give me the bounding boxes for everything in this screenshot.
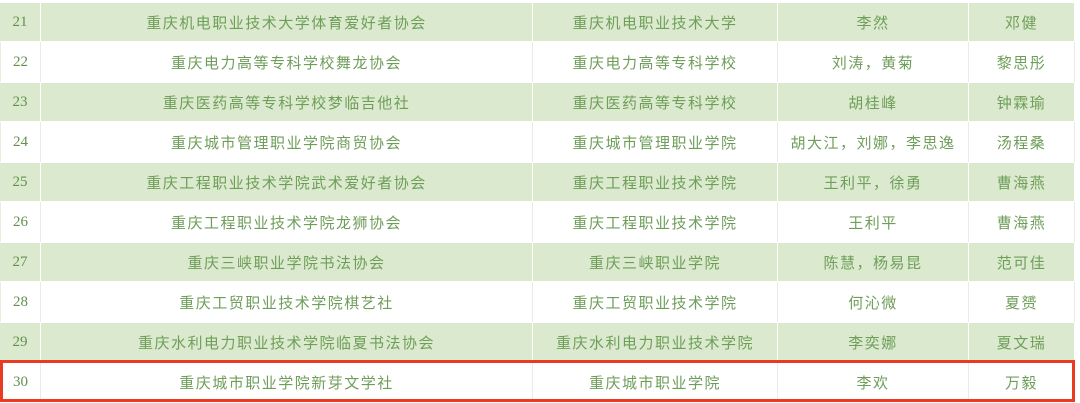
club-name: 重庆电力高等专科学校舞龙协会 <box>41 42 533 82</box>
table-row: 24 重庆城市管理职业学院商贸协会 重庆城市管理职业学院 胡大江，刘娜，李思逸 … <box>0 122 1075 162</box>
school-name: 重庆城市管理职业学院 <box>533 122 778 162</box>
table-row: 22 重庆电力高等专科学校舞龙协会 重庆电力高等专科学校 刘涛，黄菊 黎思彤 <box>0 42 1075 82</box>
row-number: 23 <box>0 83 41 121</box>
table-row: 21 重庆机电职业技术大学体育爱好者协会 重庆机电职业技术大学 李然 邓健 <box>0 2 1075 42</box>
advisor-names: 李欢 <box>778 362 969 402</box>
row-number: 24 <box>0 122 41 162</box>
club-name: 重庆三峡职业学院书法协会 <box>41 243 533 281</box>
school-name: 重庆城市职业学院 <box>533 362 778 402</box>
club-name: 重庆城市管理职业学院商贸协会 <box>41 122 533 162</box>
leader-name: 邓健 <box>969 3 1075 41</box>
advisor-names: 李奕娜 <box>778 323 969 361</box>
school-name: 重庆医药高等专科学校 <box>533 83 778 121</box>
leader-name: 曹海燕 <box>969 202 1075 242</box>
table-row: 28 重庆工贸职业技术学院棋艺社 重庆工贸职业技术学院 何沁微 夏赟 <box>0 282 1075 322</box>
row-number: 25 <box>0 163 41 201</box>
advisor-names: 王利平 <box>778 202 969 242</box>
advisor-names: 胡大江，刘娜，李思逸 <box>778 122 969 162</box>
row-number: 26 <box>0 202 41 242</box>
club-name: 重庆城市职业学院新芽文学社 <box>41 362 533 402</box>
table-row: 26 重庆工程职业技术学院龙狮协会 重庆工程职业技术学院 王利平 曹海燕 <box>0 202 1075 242</box>
row-number: 28 <box>0 282 41 322</box>
advisor-names: 刘涛，黄菊 <box>778 42 969 82</box>
school-name: 重庆机电职业技术大学 <box>533 3 778 41</box>
school-name: 重庆水利电力职业技术学院 <box>533 323 778 361</box>
advisor-names: 胡桂峰 <box>778 83 969 121</box>
school-name: 重庆工贸职业技术学院 <box>533 282 778 322</box>
leader-name: 范可佳 <box>969 243 1075 281</box>
row-number: 27 <box>0 243 41 281</box>
advisor-names: 王利平，徐勇 <box>778 163 969 201</box>
table-row-highlighted: 30 重庆城市职业学院新芽文学社 重庆城市职业学院 李欢 万毅 <box>0 362 1075 402</box>
leader-name: 钟霖瑜 <box>969 83 1075 121</box>
school-name: 重庆工程职业技术学院 <box>533 202 778 242</box>
advisor-names: 李然 <box>778 3 969 41</box>
advisor-names: 何沁微 <box>778 282 969 322</box>
advisor-names: 陈慧，杨易昆 <box>778 243 969 281</box>
row-number: 21 <box>0 3 41 41</box>
table-row: 27 重庆三峡职业学院书法协会 重庆三峡职业学院 陈慧，杨易昆 范可佳 <box>0 242 1075 282</box>
table-row: 25 重庆工程职业技术学院武术爱好者协会 重庆工程职业技术学院 王利平，徐勇 曹… <box>0 162 1075 202</box>
row-number: 22 <box>0 42 41 82</box>
leader-name: 万毅 <box>969 362 1075 402</box>
table-row: 29 重庆水利电力职业技术学院临夏书法协会 重庆水利电力职业技术学院 李奕娜 夏… <box>0 322 1075 362</box>
club-name: 重庆工程职业技术学院龙狮协会 <box>41 202 533 242</box>
leader-name: 曹海燕 <box>969 163 1075 201</box>
club-name: 重庆机电职业技术大学体育爱好者协会 <box>41 3 533 41</box>
school-name: 重庆三峡职业学院 <box>533 243 778 281</box>
school-name: 重庆工程职业技术学院 <box>533 163 778 201</box>
row-number: 29 <box>0 323 41 361</box>
club-name: 重庆工程职业技术学院武术爱好者协会 <box>41 163 533 201</box>
row-number: 30 <box>0 362 41 402</box>
club-name: 重庆医药高等专科学校梦临吉他社 <box>41 83 533 121</box>
club-name: 重庆工贸职业技术学院棋艺社 <box>41 282 533 322</box>
leader-name: 黎思彤 <box>969 42 1075 82</box>
leader-name: 夏文瑞 <box>969 323 1075 361</box>
school-name: 重庆电力高等专科学校 <box>533 42 778 82</box>
club-name: 重庆水利电力职业技术学院临夏书法协会 <box>41 323 533 361</box>
leader-name: 汤程桑 <box>969 122 1075 162</box>
table-row: 23 重庆医药高等专科学校梦临吉他社 重庆医药高等专科学校 胡桂峰 钟霖瑜 <box>0 82 1075 122</box>
leader-name: 夏赟 <box>969 282 1075 322</box>
